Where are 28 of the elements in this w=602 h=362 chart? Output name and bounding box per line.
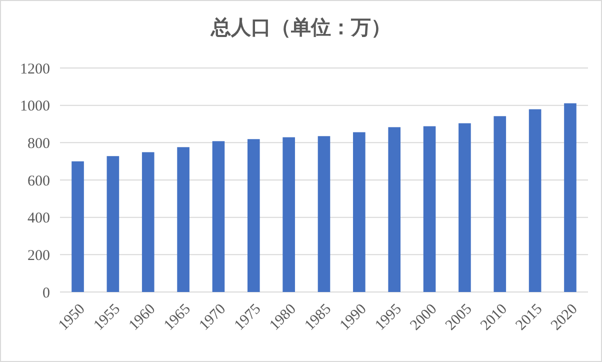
- y-tick-label: 1200: [20, 61, 50, 78]
- y-tick-label: 200: [28, 248, 50, 264]
- bar: [458, 123, 471, 292]
- x-tick-label: 1970: [196, 301, 230, 334]
- bar: [282, 137, 295, 292]
- bar: [318, 136, 330, 292]
- x-tick-label: 1960: [126, 301, 159, 334]
- bar: [72, 161, 84, 292]
- bar: [494, 116, 506, 292]
- x-tick-label: 1950: [56, 301, 88, 334]
- y-tick-label: 600: [28, 173, 50, 190]
- x-tick-label: 1980: [266, 301, 300, 334]
- y-tick-label: 400: [28, 210, 50, 227]
- bar: [564, 103, 576, 292]
- bar: [142, 152, 154, 292]
- bar: [177, 147, 190, 292]
- bar: [423, 126, 436, 292]
- bar: [247, 139, 260, 292]
- bar: [106, 156, 120, 292]
- bar: [212, 141, 225, 292]
- bar: [528, 109, 542, 292]
- y-tick-label: 800: [28, 136, 50, 152]
- y-tick-label: 1000: [20, 98, 50, 115]
- chart-title: 总人口（单位：万）: [210, 16, 391, 39]
- y-tick-label: 0: [42, 285, 50, 302]
- bar: [388, 127, 401, 292]
- x-tick-label: 1990: [337, 301, 370, 334]
- bar: [353, 132, 366, 292]
